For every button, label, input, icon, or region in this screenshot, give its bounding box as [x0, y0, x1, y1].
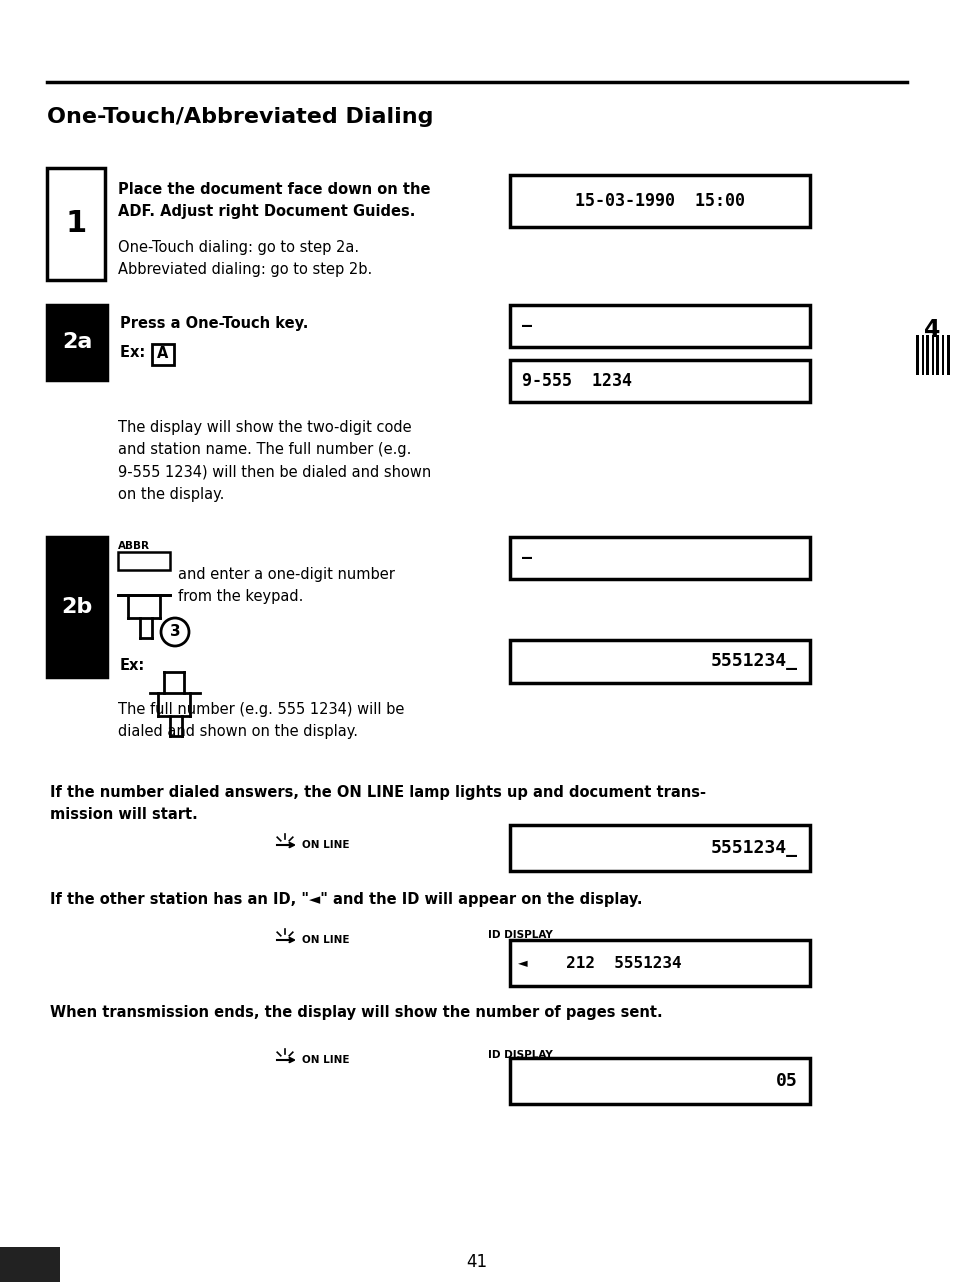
Bar — [118, 553, 170, 570]
Bar — [510, 176, 809, 227]
Text: When transmission ends, the display will show the number of pages sent.: When transmission ends, the display will… — [50, 1005, 662, 1020]
Text: 9-555  1234: 9-555 1234 — [521, 372, 631, 390]
Text: If the number dialed answers, the ON LINE lamp lights up and document trans-
mis: If the number dialed answers, the ON LIN… — [50, 785, 705, 822]
Text: ON LINE: ON LINE — [302, 840, 349, 850]
Text: –: – — [521, 549, 532, 567]
Text: 05: 05 — [776, 1072, 797, 1090]
Bar — [47, 537, 107, 677]
Text: Ex:: Ex: — [120, 345, 151, 360]
Text: ABBR: ABBR — [118, 541, 150, 551]
Text: The display will show the two-digit code
and station name. The full number (e.g.: The display will show the two-digit code… — [118, 420, 431, 501]
Bar — [936, 335, 939, 376]
Bar — [510, 1058, 809, 1104]
Bar — [931, 335, 933, 376]
Bar — [47, 168, 105, 279]
Bar — [945, 335, 948, 376]
Text: 2a: 2a — [62, 332, 92, 353]
Bar — [510, 826, 809, 870]
Text: –: – — [521, 317, 532, 335]
Text: Ex:: Ex: — [120, 658, 145, 673]
Bar — [915, 335, 918, 376]
Bar — [510, 640, 809, 683]
Text: 1: 1 — [66, 209, 87, 238]
Text: and enter a one-digit number
from the keypad.: and enter a one-digit number from the ke… — [178, 567, 395, 604]
Bar — [925, 335, 928, 376]
Text: 15-03-1990  15:00: 15-03-1990 15:00 — [575, 192, 744, 210]
Text: 2b: 2b — [61, 597, 92, 617]
Text: One-Touch/Abbreviated Dialing: One-Touch/Abbreviated Dialing — [47, 106, 433, 127]
Text: The full number (e.g. 555 1234) will be
dialed and shown on the display.: The full number (e.g. 555 1234) will be … — [118, 703, 404, 740]
Bar — [941, 335, 943, 376]
Text: ON LINE: ON LINE — [302, 1055, 349, 1065]
Bar — [152, 344, 173, 365]
Text: Press a One-Touch key.: Press a One-Touch key. — [120, 315, 308, 331]
Text: One-Touch dialing: go to step 2a.
Abbreviated dialing: go to step 2b.: One-Touch dialing: go to step 2a. Abbrev… — [118, 240, 372, 277]
Bar — [47, 305, 107, 379]
Text: ◄    212  5551234: ◄ 212 5551234 — [517, 955, 680, 970]
Text: A: A — [157, 346, 169, 362]
Bar — [510, 940, 809, 986]
Bar — [0, 1247, 60, 1282]
Text: 4: 4 — [923, 318, 940, 342]
Text: 5551234_: 5551234_ — [710, 653, 797, 670]
Text: ON LINE: ON LINE — [302, 935, 349, 945]
Bar — [510, 305, 809, 347]
Text: If the other station has an ID, "◄" and the ID will appear on the display.: If the other station has an ID, "◄" and … — [50, 892, 641, 906]
Text: Place the document face down on the
ADF. Adjust right Document Guides.: Place the document face down on the ADF.… — [118, 182, 430, 219]
Bar — [510, 537, 809, 579]
Bar — [921, 335, 923, 376]
Text: 3: 3 — [170, 624, 180, 640]
Text: ID DISPLAY: ID DISPLAY — [488, 929, 552, 940]
Text: 5551234_: 5551234_ — [710, 838, 797, 856]
Text: ID DISPLAY: ID DISPLAY — [488, 1050, 552, 1060]
Text: 41: 41 — [466, 1253, 487, 1270]
Bar — [510, 360, 809, 403]
